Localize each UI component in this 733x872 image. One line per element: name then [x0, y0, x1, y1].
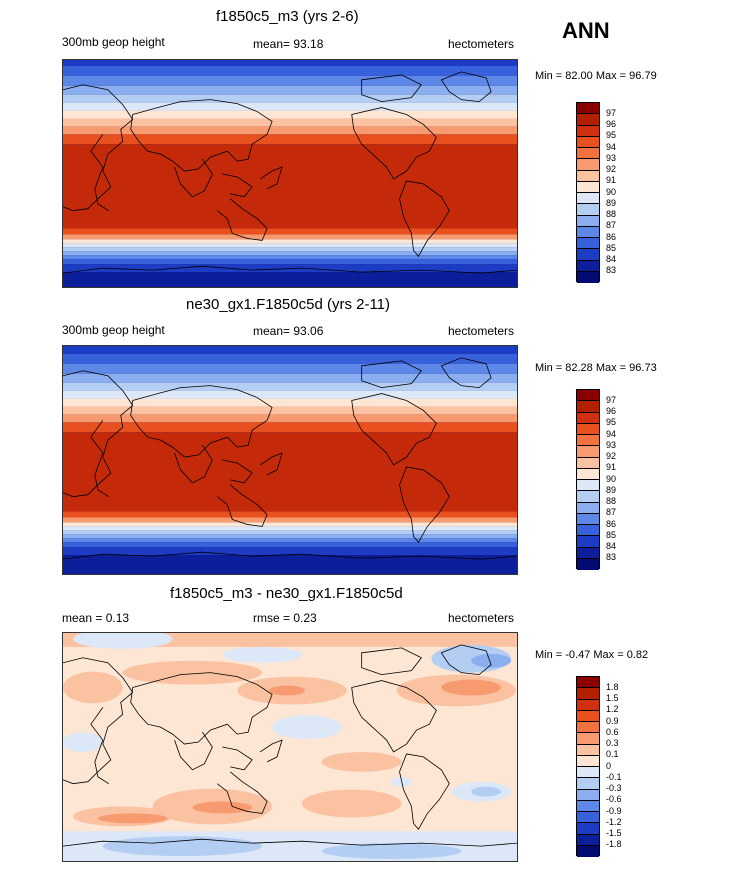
panel-3-colorbar-label: -0.3: [606, 783, 622, 793]
panel-1-variable-label: 300mb geop height: [62, 35, 165, 49]
panel-2-colorbar-label: 83: [606, 552, 617, 562]
panel-3-colorbar-label: -0.9: [606, 806, 622, 816]
panel-1-colorbar-label: 86: [606, 232, 617, 242]
panel-2-colorbar-label: 94: [606, 429, 617, 439]
panel-2-variable-label: 300mb geop height: [62, 323, 165, 337]
panel-3-colorbar-label: -1.2: [606, 817, 622, 827]
panel-1-colorbar-label: 95: [606, 130, 617, 140]
panel-3-colorbar-label: 0.9: [606, 716, 619, 726]
panel-3-colorbar-label: 0.6: [606, 727, 619, 737]
panel-3-rmse-label: rmse = 0.23: [253, 611, 317, 625]
panel-2-colorbar-label: 85: [606, 530, 617, 540]
panel-2-colorbar-label: 95: [606, 417, 617, 427]
panel-1-colorbar-label: 90: [606, 187, 617, 197]
panel-1-colorbar-label: 97: [606, 108, 617, 118]
panel-3-colorbar-label: -0.6: [606, 794, 622, 804]
panel-3-colorbar-label: 1.2: [606, 704, 619, 714]
panel-2-colorbar-label: 87: [606, 507, 617, 517]
panel-1-colorbar-label: 94: [606, 142, 617, 152]
panel-1-minmax-label: Min = 82.00 Max = 96.79: [535, 70, 657, 82]
season-label: ANN: [562, 18, 610, 43]
panel-1-colorbar-label: 85: [606, 243, 617, 253]
panel-2-title: ne30_gx1.F1850c5d (yrs 2-11): [186, 296, 391, 313]
panel-2-colorbar-label: 84: [606, 541, 617, 551]
panel-2-colorbar-label: 93: [606, 440, 617, 450]
panel-1-colorbar-label: 93: [606, 153, 617, 163]
panel-2-colorbar-label: 97: [606, 395, 617, 405]
panel-3-colorbar-label: 0.3: [606, 738, 619, 748]
panel-3-colorbar-label: -0.1: [606, 772, 622, 782]
panel-3-minmax-label: Min = -0.47 Max = 0.82: [535, 649, 649, 661]
panel-2-colorbar-label: 88: [606, 496, 617, 506]
panel-1-map: [62, 59, 518, 288]
panel-3-map: [62, 632, 518, 862]
panel-2-colorbar: [576, 389, 600, 570]
panel-1-colorbar-label: 89: [606, 198, 617, 208]
panel-2-colorbar-label: 91: [606, 462, 617, 472]
panel-1-colorbar: [576, 102, 600, 283]
panel-2-colorbar-label: 96: [606, 406, 617, 416]
panel-3-mean-label: mean = 0.13: [62, 611, 130, 625]
panel-3-colorbar-label: 1.8: [606, 682, 619, 692]
panel-1-units-label: hectometers: [448, 37, 515, 51]
panel-3-colorbar-label: -1.5: [606, 828, 622, 838]
panel-1-title: f1850c5_m3 (yrs 2-6): [216, 8, 359, 25]
panel-3-colorbar-label: 1.5: [606, 693, 619, 703]
panel-1-colorbar-label: 87: [606, 220, 617, 230]
panel-1-colorbar-label: 92: [606, 164, 617, 174]
panel-3-colorbar-label: 0.1: [606, 749, 619, 759]
panel-2-colorbar-label: 90: [606, 474, 617, 484]
panel-2-colorbar-label: 89: [606, 485, 617, 495]
panel-3-units-label: hectometers: [448, 611, 515, 625]
panel-2-colorbar-label: 92: [606, 451, 617, 461]
panel-1-colorbar-label: 83: [606, 265, 617, 275]
panel-1-colorbar-label: 91: [606, 175, 617, 185]
panel-2-map: [62, 345, 518, 575]
panel-3-colorbar-label: 0: [606, 761, 612, 771]
panel-2-minmax-label: Min = 82.28 Max = 96.73: [535, 362, 657, 374]
panel-1-mean-label: mean= 93.18: [253, 37, 324, 51]
panel-2-colorbar-label: 86: [606, 519, 617, 529]
panel-2-units-label: hectometers: [448, 324, 515, 338]
panel-2-mean-label: mean= 93.06: [253, 324, 324, 338]
panel-1-colorbar-label: 88: [606, 209, 617, 219]
panel-3-colorbar: [576, 676, 600, 857]
panel-3-title: f1850c5_m3 - ne30_gx1.F1850c5d: [170, 585, 403, 602]
panel-1-colorbar-label: 96: [606, 119, 617, 129]
panel-1-colorbar-label: 84: [606, 254, 617, 264]
panel-3-colorbar-label: -1.8: [606, 839, 622, 849]
